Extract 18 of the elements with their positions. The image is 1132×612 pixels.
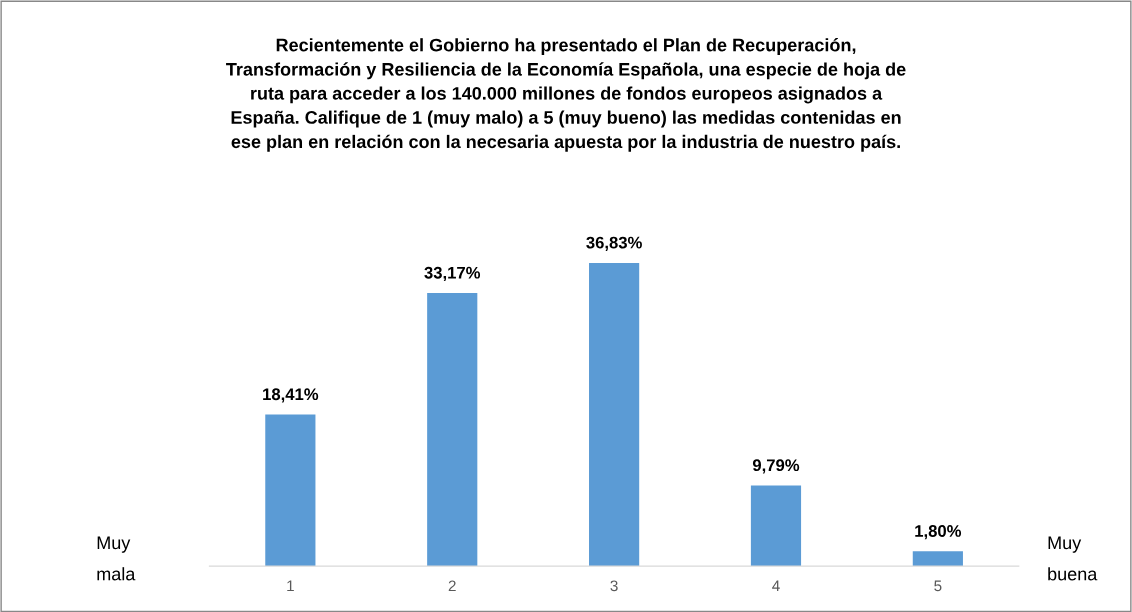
x-tick-label: 1 [287,580,294,592]
data-label: 9,79% [752,459,800,474]
x-tick-label: 2 [448,580,456,592]
bar [750,485,802,567]
text: Muy buena [1048,536,1098,581]
bar [589,262,640,567]
x-tick-label: 4 [772,580,780,592]
text: Muy mala [97,536,136,581]
data-label: 18,41% [263,388,319,403]
data-label: 1,80% [915,525,962,540]
data-label: 33,17% [424,266,481,282]
x-tick-label: 5 [934,580,942,592]
x-tick-label: 3 [610,580,618,592]
data-label: 36,83% [586,236,642,251]
bar [912,551,963,567]
chart-title: Recientemente el Gobierno ha presentado el Plan de Recuperación, Transformación y Resiliencia de la Economía Española, una especie de hoja de ruta para acceder a los 140.000 millones de fondos europeos asignados a España. Califique de 1 (muy malo) a 5 (muy bueno) las medidas contenidas en ese plan en relación con la necesaria apuesta por la industria de nuestro país. [226,38,906,152]
bar [265,414,316,567]
bar [427,293,478,567]
